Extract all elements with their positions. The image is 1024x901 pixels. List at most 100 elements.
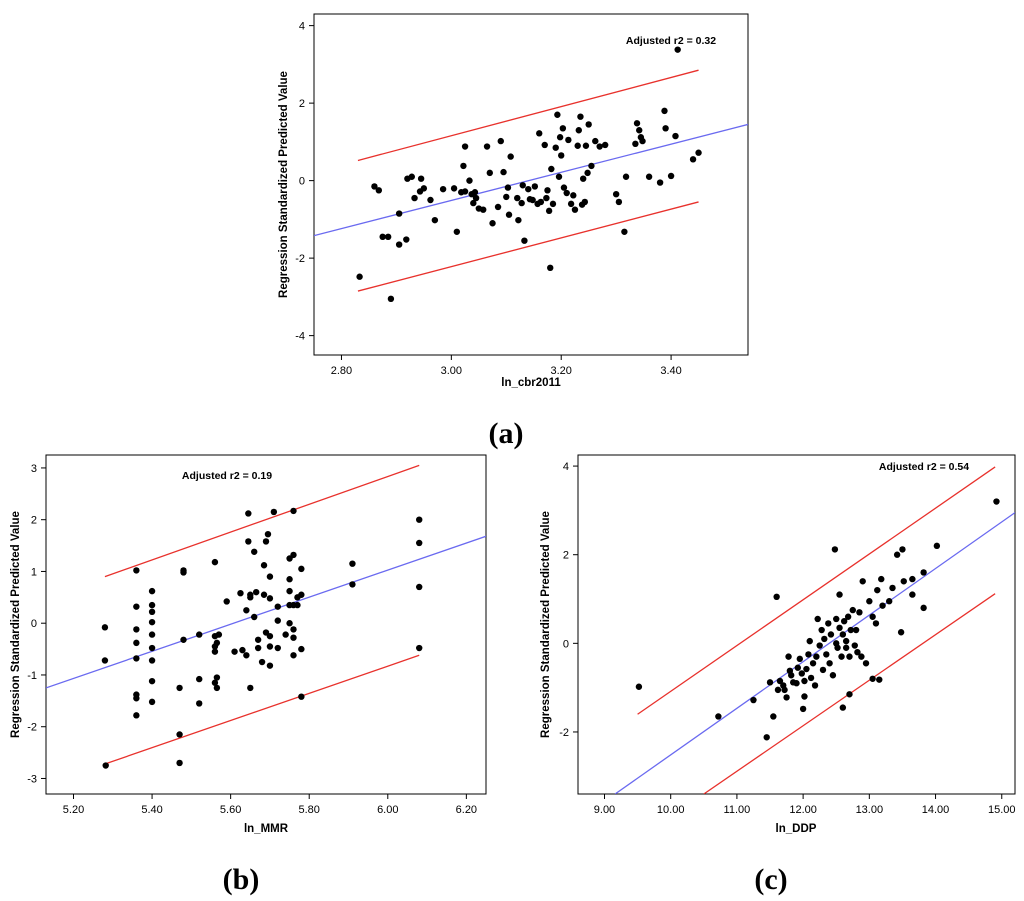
panel-a-data-point	[579, 175, 587, 182]
panel-b-data-point	[290, 551, 297, 559]
panel-a-x-tick-label: 3.20	[551, 365, 572, 377]
panel-c-data-point	[849, 606, 856, 614]
panel-b-data-point	[254, 644, 262, 652]
panel-c-data-point	[933, 542, 941, 550]
panel-b-data-point	[176, 759, 183, 767]
panel-c-x-axis-label: ln_DDP	[776, 823, 817, 835]
panel-c-fit-line	[614, 512, 1015, 794]
panel-c-x-tick-label: 12.00	[789, 804, 817, 816]
panel-b-data-point	[211, 558, 219, 566]
panel-a-data-point	[571, 206, 579, 213]
panel-a-data-point	[570, 192, 577, 199]
panel-b-data-point	[211, 679, 219, 686]
panel-c-data-point	[825, 620, 832, 627]
panel-b-data-point	[133, 626, 140, 633]
panel-c-data-point	[842, 637, 850, 645]
panel-b-data-point	[416, 516, 423, 523]
panel-a-data-point	[505, 211, 513, 218]
panel-a-data-point	[371, 183, 378, 190]
panel-a-data-point	[379, 233, 386, 241]
panel-a-data-point	[661, 107, 668, 115]
panel-c-data-point	[818, 626, 825, 634]
panel-c-data-point	[793, 680, 800, 687]
panel-c-data-point	[774, 686, 782, 694]
panel-a-data-point	[592, 137, 599, 145]
panel-b-data-point	[266, 595, 274, 602]
panel-b-x-tick-label: 6.20	[456, 804, 477, 816]
panel-c-chart: Regression Standardized Predicted Value …	[540, 454, 1016, 896]
panel-a-data-point	[427, 196, 434, 204]
panel-c-plot-area	[577, 454, 1016, 795]
panel-b-data-point	[282, 631, 289, 638]
panel-b-data-point	[133, 712, 140, 719]
panel-a-data-point	[439, 185, 447, 193]
panel-b-x-tick-label: 5.20	[63, 804, 84, 816]
panel-c-data-point	[889, 584, 896, 592]
panel-b-data-point	[223, 598, 230, 605]
panel-b-data-point	[274, 617, 281, 624]
panel-c-data-point	[899, 546, 906, 553]
panel-b-y-tick-label: 3	[31, 463, 37, 475]
panel-b-data-point	[133, 603, 140, 610]
panel-b-data-point	[243, 607, 250, 614]
panel-b-data-point	[148, 601, 156, 609]
panel-a-data-point	[584, 169, 591, 177]
panel-b-data-point	[148, 644, 156, 652]
panel-b-data-point	[294, 601, 301, 609]
panel-a-data-point	[411, 194, 418, 202]
panel-c-data-point	[869, 675, 876, 682]
panel-a-data-point	[387, 295, 395, 303]
panel-b-data-point	[416, 644, 423, 652]
panel-b-annotation: Adjusted r2 = 0.19	[182, 470, 272, 482]
panel-b-data-point	[290, 626, 297, 633]
panel-b-x-axis-label: ln_MMR	[244, 823, 289, 835]
panel-b-data-point	[102, 762, 109, 769]
panel-c-data-point	[809, 660, 817, 667]
panel-b-data-point	[298, 693, 305, 700]
panel-a-data-point	[375, 187, 383, 194]
panel-a-data-point	[395, 241, 403, 248]
panel-a-data-point	[577, 113, 584, 120]
panel-c-data-point	[827, 631, 835, 638]
panel-b-x-tick-label: 5.80	[299, 804, 320, 816]
panel-a-data-point	[537, 198, 545, 206]
panel-b-data-point	[298, 645, 305, 653]
panel-a-label: (a)	[489, 417, 524, 450]
panel-b-data-point	[262, 538, 270, 545]
panel-a-data-point	[615, 198, 623, 206]
panel-c-prediction-upper-line	[637, 466, 996, 715]
panel-c-data-point	[829, 672, 837, 679]
panel-c-data-point	[763, 734, 770, 741]
panel-b-data-point	[237, 589, 244, 597]
panel-a-data-point	[547, 264, 554, 272]
panel-a-x-axis-label: ln_cbr2011	[501, 377, 561, 389]
panel-a-data-point	[384, 233, 392, 241]
panel-c-data-point	[842, 644, 850, 651]
panel-a-data-point	[581, 198, 589, 206]
panel-c-data-point	[847, 626, 854, 634]
panel-a-y-axis-label: Regression Standardized Predicted Value	[278, 71, 290, 298]
panel-c-data-point	[823, 651, 830, 658]
panel-a-data-point	[582, 142, 590, 149]
panel-c-data-point	[858, 653, 865, 660]
panel-a-data-point	[497, 137, 504, 145]
panel-c-data-point	[839, 631, 847, 638]
panel-b-data-point	[176, 684, 183, 692]
panel-c-data-point	[834, 644, 841, 651]
panel-a-data-point	[515, 216, 522, 224]
panel-b-data-point	[290, 507, 297, 515]
panel-c-data-point	[811, 682, 819, 689]
panel-a-data-point	[695, 149, 702, 156]
panel-b-data-point	[101, 657, 109, 664]
panel-a-data-point	[521, 237, 528, 244]
panel-c-data-point	[785, 653, 792, 660]
panel-b-data-point	[266, 573, 274, 580]
panel-c-data-point	[885, 598, 893, 605]
panel-b-data-point	[286, 587, 293, 595]
panel-a-data-point	[403, 236, 410, 243]
panel-c-data-point	[879, 602, 886, 609]
panel-a-data-point	[408, 173, 415, 180]
panel-c-data-point	[819, 666, 827, 674]
panel-a-data-point	[585, 121, 592, 128]
panel-c-label: (c)	[754, 863, 787, 896]
